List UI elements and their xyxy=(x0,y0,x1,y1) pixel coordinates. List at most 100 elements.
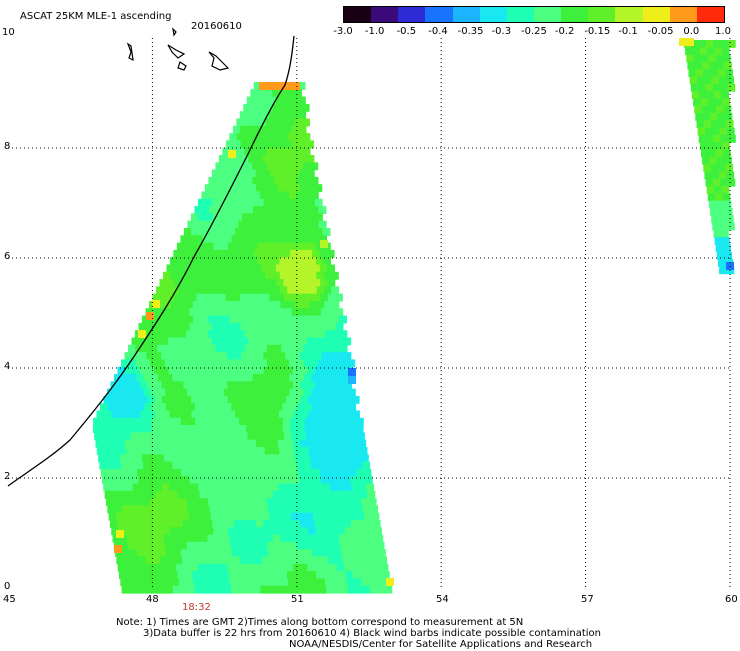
wind-cell xyxy=(359,527,368,536)
wind-cell xyxy=(129,417,138,426)
wind-cell xyxy=(158,585,166,594)
wind-cell xyxy=(206,447,215,455)
wind-cell xyxy=(247,293,256,302)
note-line-2: 3)Data buffer is 22 hrs from 20160610 4)… xyxy=(143,628,601,639)
wind-cell xyxy=(707,98,716,107)
wind-cell xyxy=(281,359,290,368)
wind-cell xyxy=(212,563,221,572)
wind-cell xyxy=(231,235,240,244)
wind-cell xyxy=(245,541,254,550)
wind-cell xyxy=(135,374,144,382)
wind-cell xyxy=(275,468,284,477)
wind-cell xyxy=(302,133,311,141)
wind-cell xyxy=(233,322,242,331)
wind-cell xyxy=(183,439,191,448)
wind-cell xyxy=(326,403,335,412)
wind-cell xyxy=(340,374,349,382)
wind-cell xyxy=(291,476,300,485)
wind-cell xyxy=(210,468,219,477)
wind-cell xyxy=(314,439,323,448)
wind-cell xyxy=(701,105,710,114)
wind-cell xyxy=(307,395,316,404)
wind-cell xyxy=(205,483,214,492)
wind-cell xyxy=(323,257,332,266)
colorbar-swatch xyxy=(479,7,507,22)
wind-cell xyxy=(192,286,201,295)
wind-cell xyxy=(165,505,174,514)
wind-cell xyxy=(702,113,711,121)
wind-cell xyxy=(221,571,230,579)
wind-cell xyxy=(114,545,122,553)
wind-cell xyxy=(249,198,257,207)
wind-cell xyxy=(205,213,214,222)
wind-cell xyxy=(315,257,324,266)
wind-cell xyxy=(280,118,289,127)
wind-cell xyxy=(161,352,169,360)
wind-cell xyxy=(362,461,371,470)
wind-cell xyxy=(317,330,326,339)
wind-cell xyxy=(237,147,245,156)
wind-cell xyxy=(121,541,129,550)
wind-cell xyxy=(121,505,130,514)
wind-cell xyxy=(145,556,154,565)
wind-cell xyxy=(200,454,209,463)
wind-cell xyxy=(184,571,193,579)
wind-cell xyxy=(218,293,227,302)
wind-cell xyxy=(300,410,309,419)
wind-cell xyxy=(161,520,169,528)
wind-cell xyxy=(249,410,258,419)
wind-cell xyxy=(147,381,155,390)
wind-cell xyxy=(289,374,298,382)
y-tick-0: 0 xyxy=(4,581,11,592)
wind-cell xyxy=(159,432,168,441)
wind-cell xyxy=(353,534,362,543)
wind-cell xyxy=(208,330,216,339)
wind-cell xyxy=(194,461,203,470)
wind-cell xyxy=(208,176,217,185)
wind-cell xyxy=(269,476,278,485)
wind-cell xyxy=(182,520,191,528)
wind-cell xyxy=(313,322,322,331)
wind-cell xyxy=(177,271,186,280)
wind-cell xyxy=(250,571,259,579)
wind-cell xyxy=(341,417,350,426)
wind-cell xyxy=(200,578,209,587)
wind-cell xyxy=(288,498,297,506)
wind-cell xyxy=(279,257,288,266)
wind-cell xyxy=(241,520,250,528)
wind-cell xyxy=(285,198,294,207)
wind-cell xyxy=(239,264,248,273)
wind-cell xyxy=(148,571,157,579)
wind-cell xyxy=(167,322,176,331)
wind-cell xyxy=(384,585,393,594)
wind-cell xyxy=(257,527,266,536)
wind-cell xyxy=(195,235,203,244)
wind-cell xyxy=(202,235,211,244)
wind-cell xyxy=(161,483,170,492)
wind-cell xyxy=(304,388,312,397)
wind-cell xyxy=(208,461,217,470)
wind-cell xyxy=(250,89,259,98)
wind-cell xyxy=(258,454,267,463)
wind-cell xyxy=(339,315,347,324)
wind-cell xyxy=(170,490,179,499)
wind-cell xyxy=(238,206,247,214)
wind-cell xyxy=(235,527,244,536)
wind-cell xyxy=(228,242,236,251)
wind-cell xyxy=(331,286,340,295)
wind-cell xyxy=(245,220,254,229)
wind-cell xyxy=(248,155,256,163)
wind-cell xyxy=(350,556,358,565)
wind-cell xyxy=(176,483,185,492)
wind-cell xyxy=(168,520,177,528)
wind-cell xyxy=(330,447,339,455)
wind-cell xyxy=(290,425,298,433)
wind-cell xyxy=(323,271,332,280)
wind-cell xyxy=(222,315,231,324)
wind-cell xyxy=(307,184,315,193)
wind-cell xyxy=(147,447,156,455)
wind-cell xyxy=(143,585,152,594)
wind-cell xyxy=(172,541,181,550)
wind-cell xyxy=(250,271,259,280)
wind-cell xyxy=(188,468,197,477)
